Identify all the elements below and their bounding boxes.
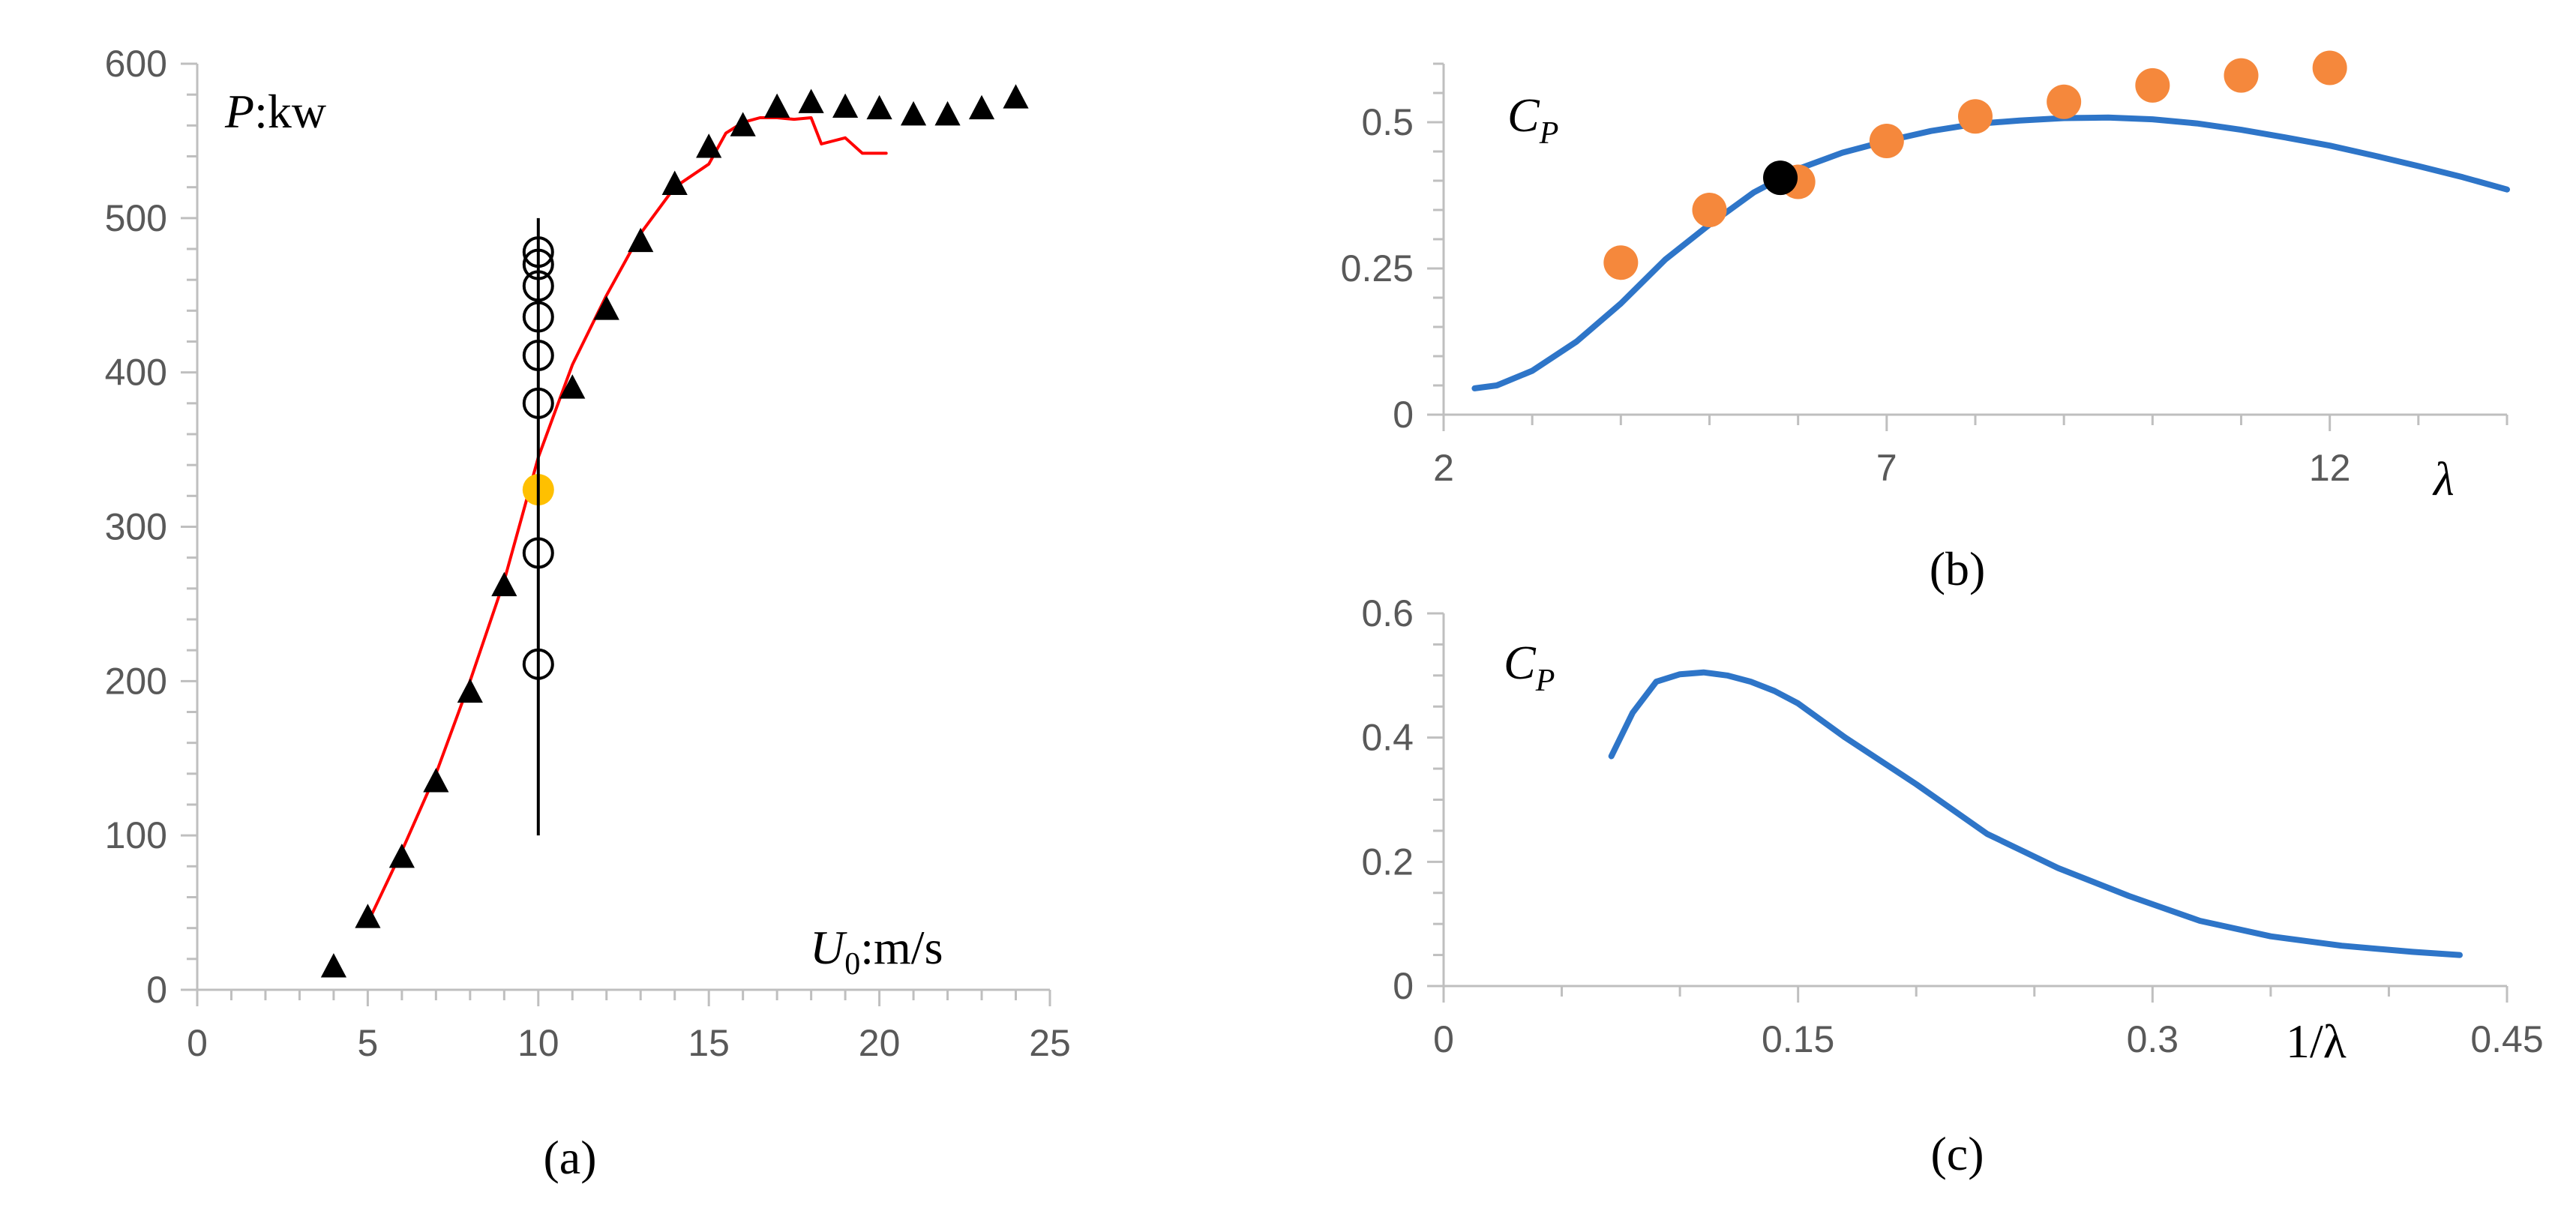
triangle-point — [1003, 84, 1029, 109]
chart-a-axes — [181, 62, 1051, 1006]
chart-a-power-curve: 0 5 10 15 20 25 0 100 200 300 400 500 600 P:kw U0:m/… — [105, 43, 1071, 1184]
triangle-point — [593, 295, 619, 320]
triangle-point — [866, 94, 892, 120]
chart-a-x-label: U0:m/s — [810, 921, 943, 982]
chart-b-caption: (b) — [1930, 542, 1986, 595]
y-tick-label: 0 — [1393, 965, 1414, 1007]
y-tick-label: 600 — [105, 43, 167, 85]
triangle-point — [934, 100, 961, 126]
series-line — [369, 116, 888, 918]
filled-circle-point — [1603, 245, 1639, 280]
x-tick-label: 2 — [1433, 447, 1454, 489]
filled-circle-point — [1958, 99, 1993, 134]
y-tick-label: 0 — [1393, 394, 1414, 436]
chart-a-y-label: P:kw — [224, 85, 326, 138]
triangle-point — [457, 678, 483, 703]
filled-circle-point — [2047, 84, 2082, 119]
chart-a-tick-labels: 0 5 10 15 20 25 0 100 200 300 400 500 600 — [105, 43, 1071, 1064]
chart-c-tick-labels: 0 0.15 0.3 0.45 0 0.2 0.4 0.6 — [1361, 592, 2543, 1060]
x-tick-label: 7 — [1876, 447, 1897, 489]
y-tick-label: 0.25 — [1341, 247, 1414, 289]
x-tick-label: 0.15 — [1762, 1018, 1834, 1060]
chart-c-y-label: CP — [1504, 636, 1555, 698]
triangle-point — [320, 953, 347, 978]
chart-c-caption: (c) — [1930, 1127, 1984, 1180]
x-tick-label: 0 — [187, 1022, 208, 1064]
y-tick-label: 0.4 — [1361, 717, 1414, 759]
x-tick-label: 0 — [1433, 1018, 1454, 1060]
filled-circle-point — [2224, 58, 2259, 93]
chart-b-y-label: CP — [1507, 88, 1558, 151]
x-tick-label: 5 — [357, 1022, 378, 1064]
chart-c-x-label: 1/λ — [2286, 1015, 2347, 1068]
x-tick-label: 10 — [517, 1022, 559, 1064]
x-tick-label: 0.45 — [2470, 1018, 2543, 1060]
chart-c-marks — [1608, 669, 2463, 958]
y-tick-label: 0.6 — [1361, 592, 1414, 634]
chart-b-cp-vs-lambda: 2 7 12 0 0.25 0.5 CP λ (b) — [1341, 50, 2510, 595]
triangle-point — [491, 571, 517, 597]
chart-b-x-label: λ — [2432, 452, 2455, 505]
triangle-point — [355, 904, 381, 928]
chart-b-axes — [1427, 62, 2509, 431]
y-tick-label: 0.2 — [1361, 841, 1414, 883]
filled-circle-point — [2135, 67, 2170, 103]
x-tick-label: 25 — [1029, 1022, 1071, 1064]
triangle-point — [900, 100, 927, 126]
filled-circle-point — [1869, 123, 1904, 158]
y-tick-label: 0.5 — [1361, 101, 1414, 143]
triangle-point — [832, 93, 859, 118]
x-tick-label: 20 — [859, 1022, 901, 1064]
y-tick-label: 0 — [146, 969, 167, 1011]
filled-circle-point — [1763, 160, 1798, 196]
y-tick-label: 100 — [105, 814, 167, 856]
y-tick-label: 400 — [105, 352, 167, 394]
triangle-point — [798, 88, 824, 113]
chart-c-cp-vs-inverse-lambda: 0 0.15 0.3 0.45 0 0.2 0.4 0.6 CP 1/λ (c) — [1361, 592, 2543, 1180]
triangle-point — [764, 93, 790, 118]
chart-a-marks — [320, 84, 1029, 978]
triangle-point — [730, 112, 756, 136]
x-tick-label: 12 — [2309, 447, 2351, 489]
triangle-point — [423, 768, 449, 793]
y-tick-label: 300 — [105, 506, 167, 548]
chart-c-axes — [1427, 612, 2509, 1003]
triangle-point — [388, 843, 415, 868]
triangle-point — [628, 227, 654, 253]
triangle-point — [696, 133, 722, 158]
series-line — [1608, 669, 2463, 958]
filled-circle-point — [2312, 50, 2347, 85]
chart-b-tick-labels: 2 7 12 0 0.25 0.5 — [1341, 101, 2351, 489]
triangle-point — [968, 94, 995, 120]
filled-circle-point — [1692, 193, 1727, 227]
triangle-point — [661, 170, 688, 195]
x-tick-label: 15 — [688, 1022, 730, 1064]
y-tick-label: 200 — [105, 660, 167, 702]
chart-b-marks — [1471, 50, 2510, 391]
chart-a-caption: (a) — [543, 1131, 596, 1184]
y-tick-label: 500 — [105, 197, 167, 239]
triangle-point — [559, 374, 586, 399]
x-tick-label: 0.3 — [2127, 1018, 2179, 1060]
